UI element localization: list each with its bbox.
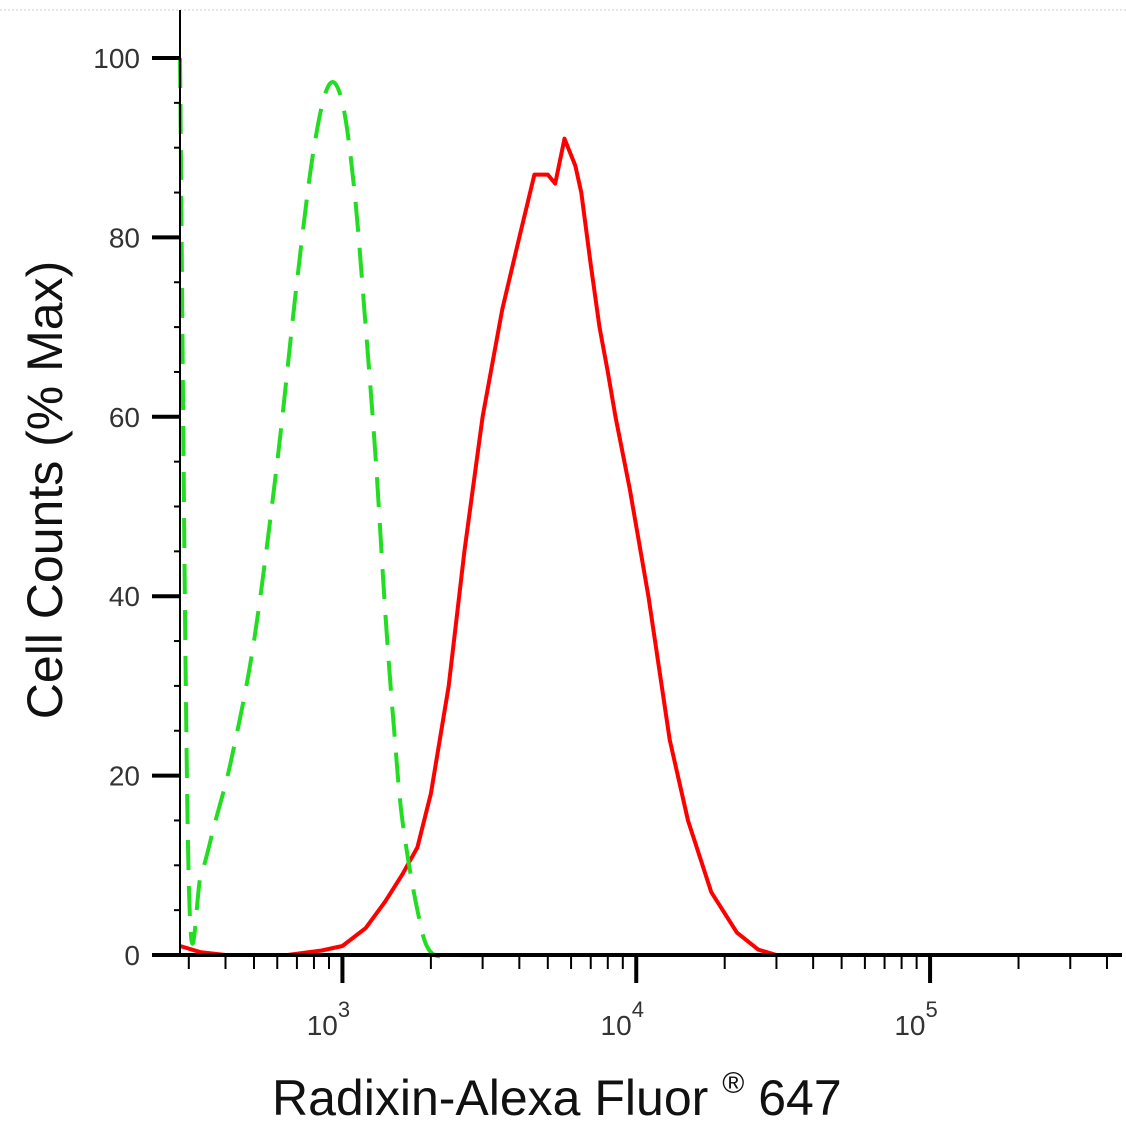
y-tick-label: 20 <box>109 761 140 792</box>
y-tick-label: 80 <box>109 222 140 253</box>
y-tick-label: 60 <box>109 402 140 433</box>
y-tick-label: 100 <box>93 43 140 74</box>
x-axis-label: Radixin-Alexa Fluor ® 647 <box>272 1048 842 1123</box>
x-tick-label: 103 <box>307 997 350 1041</box>
x-axis-label-suffix: 647 <box>758 1070 841 1123</box>
y-ticks: 0 20 40 60 80 100 <box>93 43 180 971</box>
x-ticks: 103 104 105 <box>187 955 1108 1041</box>
y-tick-label: 40 <box>109 581 140 612</box>
x-axis-label-registered: ® <box>722 1067 744 1100</box>
x-tick-label: 105 <box>894 997 937 1041</box>
x-tick-label: 104 <box>601 997 644 1041</box>
y-tick-label: 0 <box>124 940 140 971</box>
series-line-red-solid <box>179 136 1122 957</box>
x-axis-label-main: Radixin-Alexa Fluor <box>272 1070 708 1123</box>
y-axis-label: Cell Counts (% Max) <box>17 261 73 719</box>
